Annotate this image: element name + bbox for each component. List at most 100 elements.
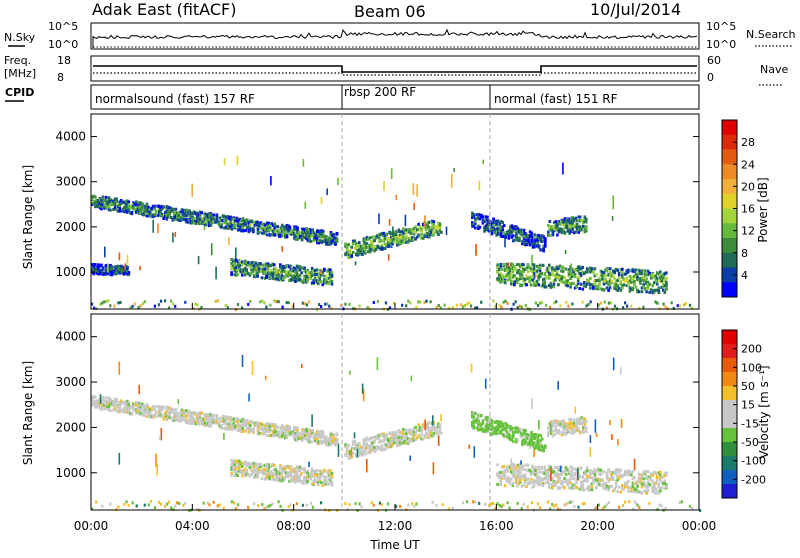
- clutter-cell: [117, 301, 119, 304]
- clutter-cell: [423, 301, 425, 304]
- echo-cell: [331, 283, 334, 286]
- echo-cell: [131, 412, 134, 415]
- echo-cell: [501, 268, 504, 271]
- echo-cell: [488, 223, 491, 226]
- echo-cell: [94, 263, 97, 266]
- echo-cell: [440, 432, 443, 435]
- echo-cell: [220, 226, 223, 229]
- echo-cell: [585, 221, 588, 224]
- nsky-tick-bottom: 10^0: [48, 38, 78, 51]
- sparse-echo: [119, 252, 121, 260]
- echo-cell: [627, 270, 630, 273]
- clutter-cell: [460, 303, 462, 306]
- echo-cell: [329, 268, 332, 271]
- sparse-echo: [125, 263, 127, 270]
- echo-cell: [153, 405, 156, 408]
- clutter-cell: [610, 301, 612, 304]
- echo-cell: [436, 230, 439, 233]
- sparse-echo: [326, 188, 328, 195]
- echo-cell: [539, 483, 542, 486]
- echo-cell: [585, 226, 588, 229]
- echo-cell: [433, 220, 436, 223]
- echo-cell: [645, 290, 648, 293]
- echo-cell: [499, 480, 502, 483]
- echo-cell: [510, 471, 513, 474]
- sparse-echo: [152, 220, 154, 233]
- echo-cell: [618, 272, 621, 275]
- echo-cell: [126, 266, 129, 269]
- echo-cell: [210, 424, 213, 427]
- echo-cell: [149, 412, 152, 415]
- sparse-echo: [446, 227, 448, 236]
- echo-cell: [530, 283, 533, 286]
- echo-cell: [336, 240, 339, 243]
- echo-cell: [310, 234, 313, 237]
- clutter-cell: [275, 300, 277, 303]
- echo-cell: [499, 482, 502, 485]
- echo-cell: [281, 224, 284, 227]
- echo-cell: [219, 417, 222, 420]
- sparse-echo: [224, 158, 226, 165]
- echo-cell: [317, 282, 320, 285]
- echo-cell: [261, 276, 264, 279]
- echo-cell: [548, 264, 551, 267]
- clutter-cell: [405, 304, 407, 307]
- clutter-cell: [571, 303, 573, 306]
- echo-cell: [522, 484, 525, 487]
- echo-cell: [290, 465, 293, 468]
- echo-cell: [665, 281, 668, 284]
- echo-cell: [384, 438, 387, 441]
- echo-cell: [249, 424, 252, 427]
- sparse-echo: [389, 219, 391, 226]
- date-title: 10/Jul/2014: [590, 0, 681, 19]
- sparse-echo: [320, 270, 322, 274]
- echo-cell: [573, 419, 576, 422]
- clutter-cell: [184, 301, 186, 304]
- echo-cell: [290, 472, 293, 475]
- echo-cell: [296, 271, 299, 274]
- echo-cell: [381, 444, 384, 447]
- echo-cell: [249, 265, 252, 268]
- echo-cell: [323, 469, 326, 472]
- echo-cell: [528, 481, 531, 484]
- echo-cell: [480, 414, 483, 417]
- clutter-cell: [282, 306, 284, 309]
- echo-cell: [501, 228, 504, 231]
- echo-cell: [357, 245, 360, 248]
- echo-cell: [513, 473, 516, 476]
- echo-cell: [517, 439, 520, 442]
- echo-cell: [310, 441, 313, 444]
- echo-cell: [302, 281, 305, 284]
- cpid-panel: normalsound (fast) 157 RF rbsp 200 RF no…: [91, 85, 699, 109]
- echo-cell: [273, 263, 276, 266]
- echo-cell: [477, 420, 480, 423]
- echo-cell: [499, 471, 502, 474]
- echo-cell: [609, 267, 612, 270]
- clutter-cell: [504, 300, 506, 303]
- echo-cell: [294, 267, 297, 270]
- echo-cell: [395, 434, 398, 437]
- echo-cell: [381, 244, 384, 247]
- echo-cell: [428, 226, 431, 229]
- clutter-cell: [217, 299, 219, 302]
- echo-cell: [525, 274, 528, 277]
- echo-cell: [519, 471, 522, 474]
- echo-cell: [251, 421, 254, 424]
- sparse-echo: [227, 224, 229, 230]
- echo-cell: [217, 220, 220, 223]
- clutter-cell: [539, 302, 541, 305]
- clutter-cell: [590, 300, 592, 303]
- echo-cell: [280, 227, 283, 230]
- nsky-series: [93, 30, 697, 48]
- sparse-echo: [479, 181, 481, 191]
- echo-cell: [547, 434, 550, 437]
- echo-cell: [220, 426, 223, 429]
- echo-cell: [258, 432, 261, 435]
- echo-cell: [633, 283, 636, 286]
- clutter-cell: [515, 300, 517, 303]
- echo-cell: [592, 271, 595, 274]
- clutter-cell: [470, 305, 472, 308]
- echo-cell: [325, 235, 328, 238]
- sparse-echo: [562, 229, 564, 234]
- clutter-cell: [385, 301, 387, 304]
